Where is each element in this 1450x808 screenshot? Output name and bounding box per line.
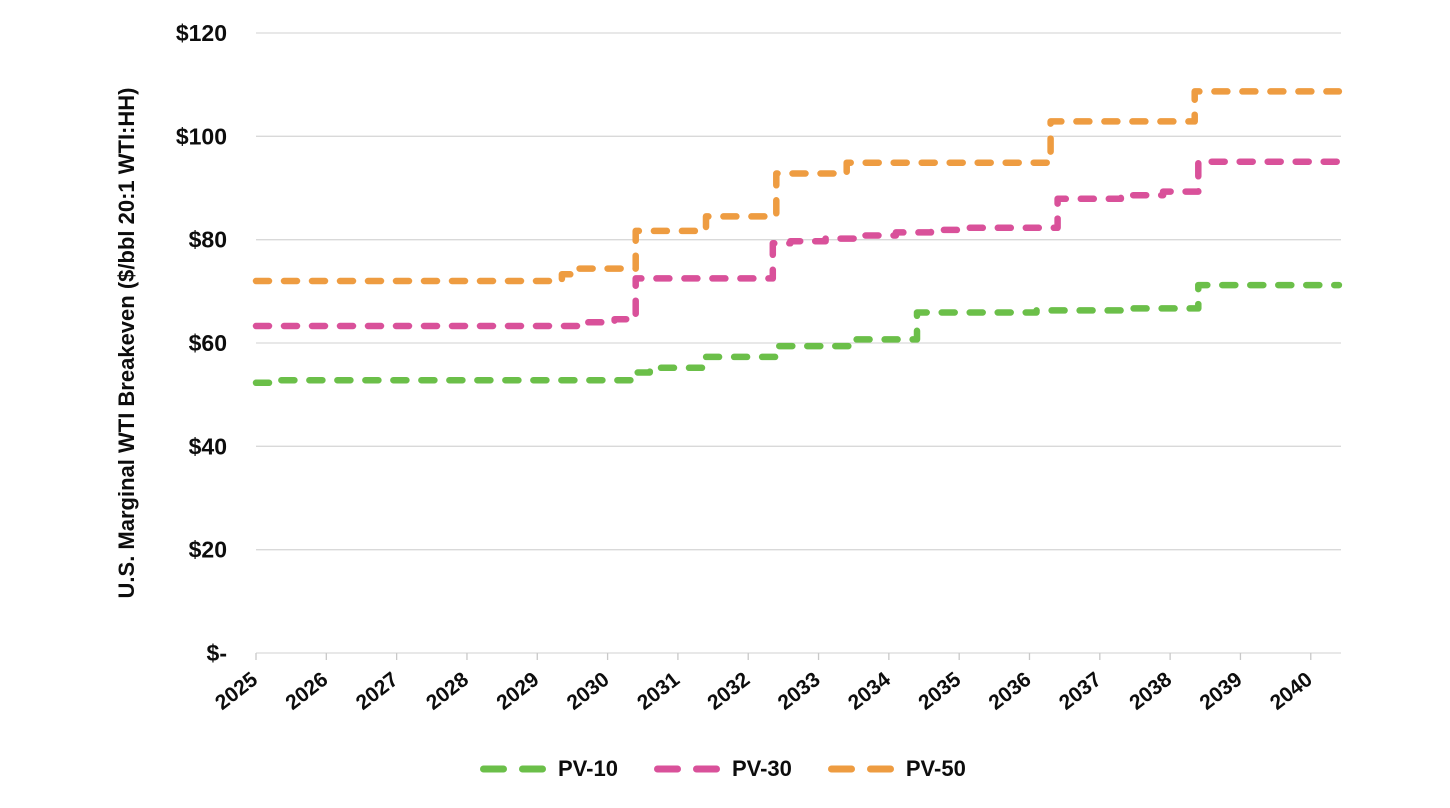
legend-item-pv-50: PV-50 [826, 756, 966, 782]
legend-label: PV-30 [731, 756, 792, 781]
x-axis: 2025 2026 2027 2028 2029 2030 2031 2032 2033 2034… [211, 653, 1317, 715]
gridlines [256, 32, 1341, 654]
x-tick-label: 2033 [774, 668, 825, 715]
y-tick-label: $40 [189, 433, 227, 459]
legend-dash-swatch [653, 765, 720, 773]
x-tick-label: 2039 [1196, 668, 1247, 715]
y-tick-label: $100 [176, 123, 227, 149]
legend-item-pv-30: PV-30 [652, 756, 792, 782]
legend-item-pv-10: PV-10 [478, 756, 618, 782]
x-tick-label: 2030 [563, 668, 614, 715]
y-tick-label: $120 [176, 20, 227, 46]
x-tick-label: 2027 [352, 668, 403, 715]
y-tick-label: $80 [189, 227, 227, 253]
y-axis-labels: $120 $100 $80 $60 $40 $20 $- [176, 20, 227, 666]
y-tick-label: $60 [189, 330, 227, 356]
y-tick-label: $20 [189, 537, 227, 563]
y-axis-title: U.S. Marginal WTI Breakeven ($/bbl 20:1 … [114, 88, 139, 599]
legend-dash-swatch [480, 765, 546, 773]
x-tick-label: 2038 [1125, 668, 1176, 715]
legend-label: PV-10 [558, 756, 618, 781]
x-tick-label: 2025 [211, 668, 262, 715]
x-tick-label: 2034 [844, 668, 895, 715]
x-tick-label: 2032 [703, 668, 754, 715]
x-tick-label: 2028 [422, 668, 473, 715]
legend: PV-10 PV-30 PV-50 [478, 756, 966, 782]
legend-dash-swatch [827, 765, 894, 773]
x-tick-label: 2037 [1055, 668, 1106, 715]
x-tick-label: 2029 [492, 668, 543, 715]
series-line-pv-10 [252, 281, 1343, 387]
x-tick-label: 2031 [633, 668, 684, 715]
series-line-pv-30 [252, 158, 1343, 330]
legend-label: PV-50 [905, 756, 966, 781]
x-tick-label: 2026 [281, 668, 332, 715]
series-lines [252, 88, 1343, 387]
x-tick-label: 2036 [985, 668, 1036, 715]
x-tick-label: 2040 [1266, 668, 1317, 715]
series-line-pv-50 [252, 88, 1343, 285]
y-tick-label: $- [207, 640, 227, 666]
x-tick-label: 2035 [914, 668, 965, 715]
